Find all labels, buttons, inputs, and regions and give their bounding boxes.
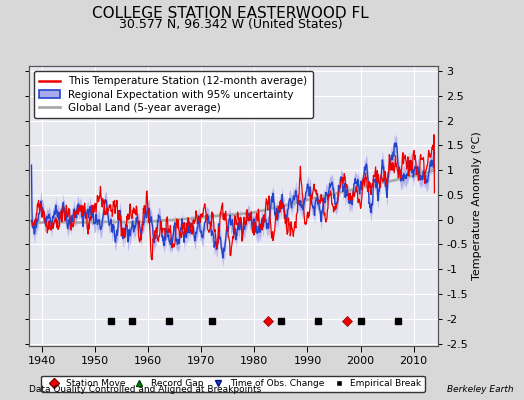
Text: COLLEGE STATION EASTERWOOD FL: COLLEGE STATION EASTERWOOD FL: [92, 6, 369, 21]
Y-axis label: Temperature Anomaly (°C): Temperature Anomaly (°C): [473, 132, 483, 280]
Legend: Station Move, Record Gap, Time of Obs. Change, Empirical Break: Station Move, Record Gap, Time of Obs. C…: [41, 376, 425, 392]
Text: 30.577 N, 96.342 W (United States): 30.577 N, 96.342 W (United States): [119, 18, 342, 31]
Text: Berkeley Earth: Berkeley Earth: [447, 385, 514, 394]
Text: Data Quality Controlled and Aligned at Breakpoints: Data Quality Controlled and Aligned at B…: [29, 385, 261, 394]
